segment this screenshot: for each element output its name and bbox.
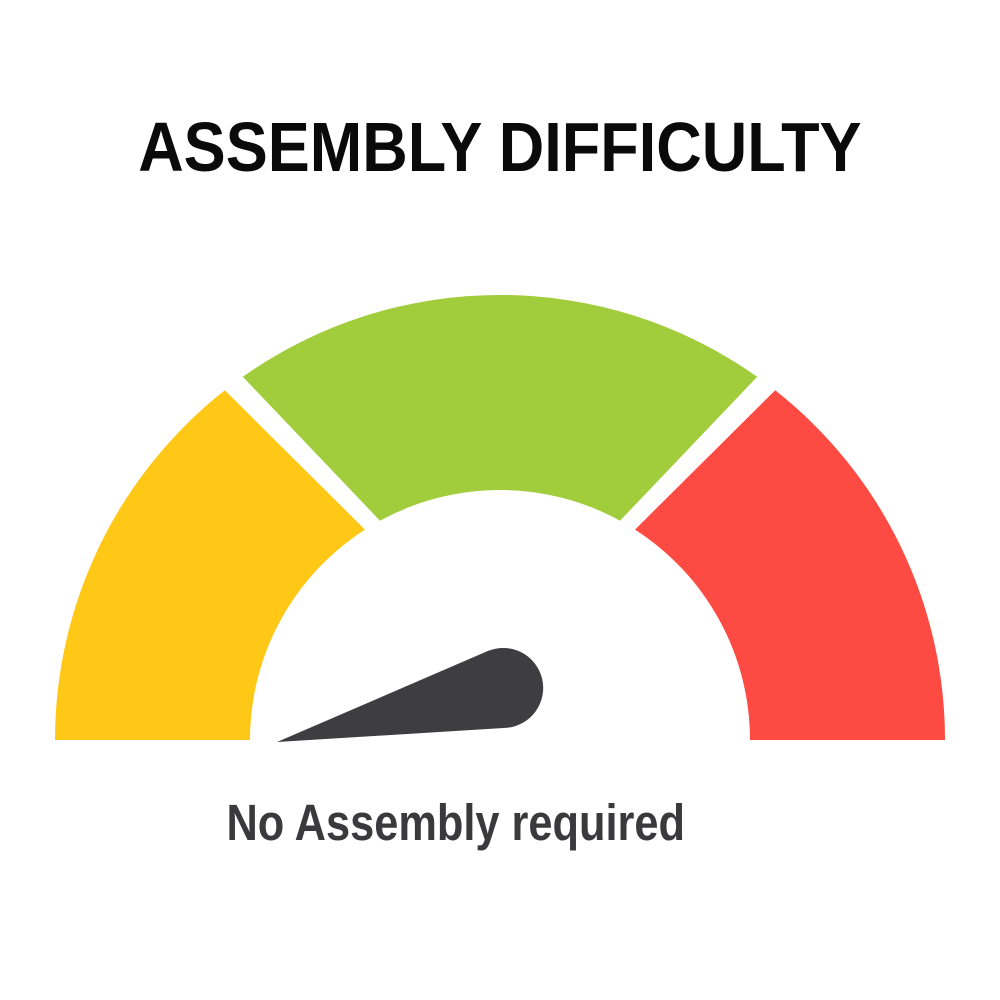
page-title-text: ASSEMBLY DIFFICULTY <box>138 108 862 186</box>
gauge-needle-icon <box>277 647 544 742</box>
page-title: ASSEMBLY DIFFICULTY <box>0 107 1000 187</box>
gauge-segment-high <box>635 390 945 740</box>
gauge-segment-medium <box>242 294 758 521</box>
gauge-segment-low <box>55 390 365 740</box>
status-label-text: No Assembly required <box>226 794 686 851</box>
status-label: No Assembly required <box>0 793 912 852</box>
